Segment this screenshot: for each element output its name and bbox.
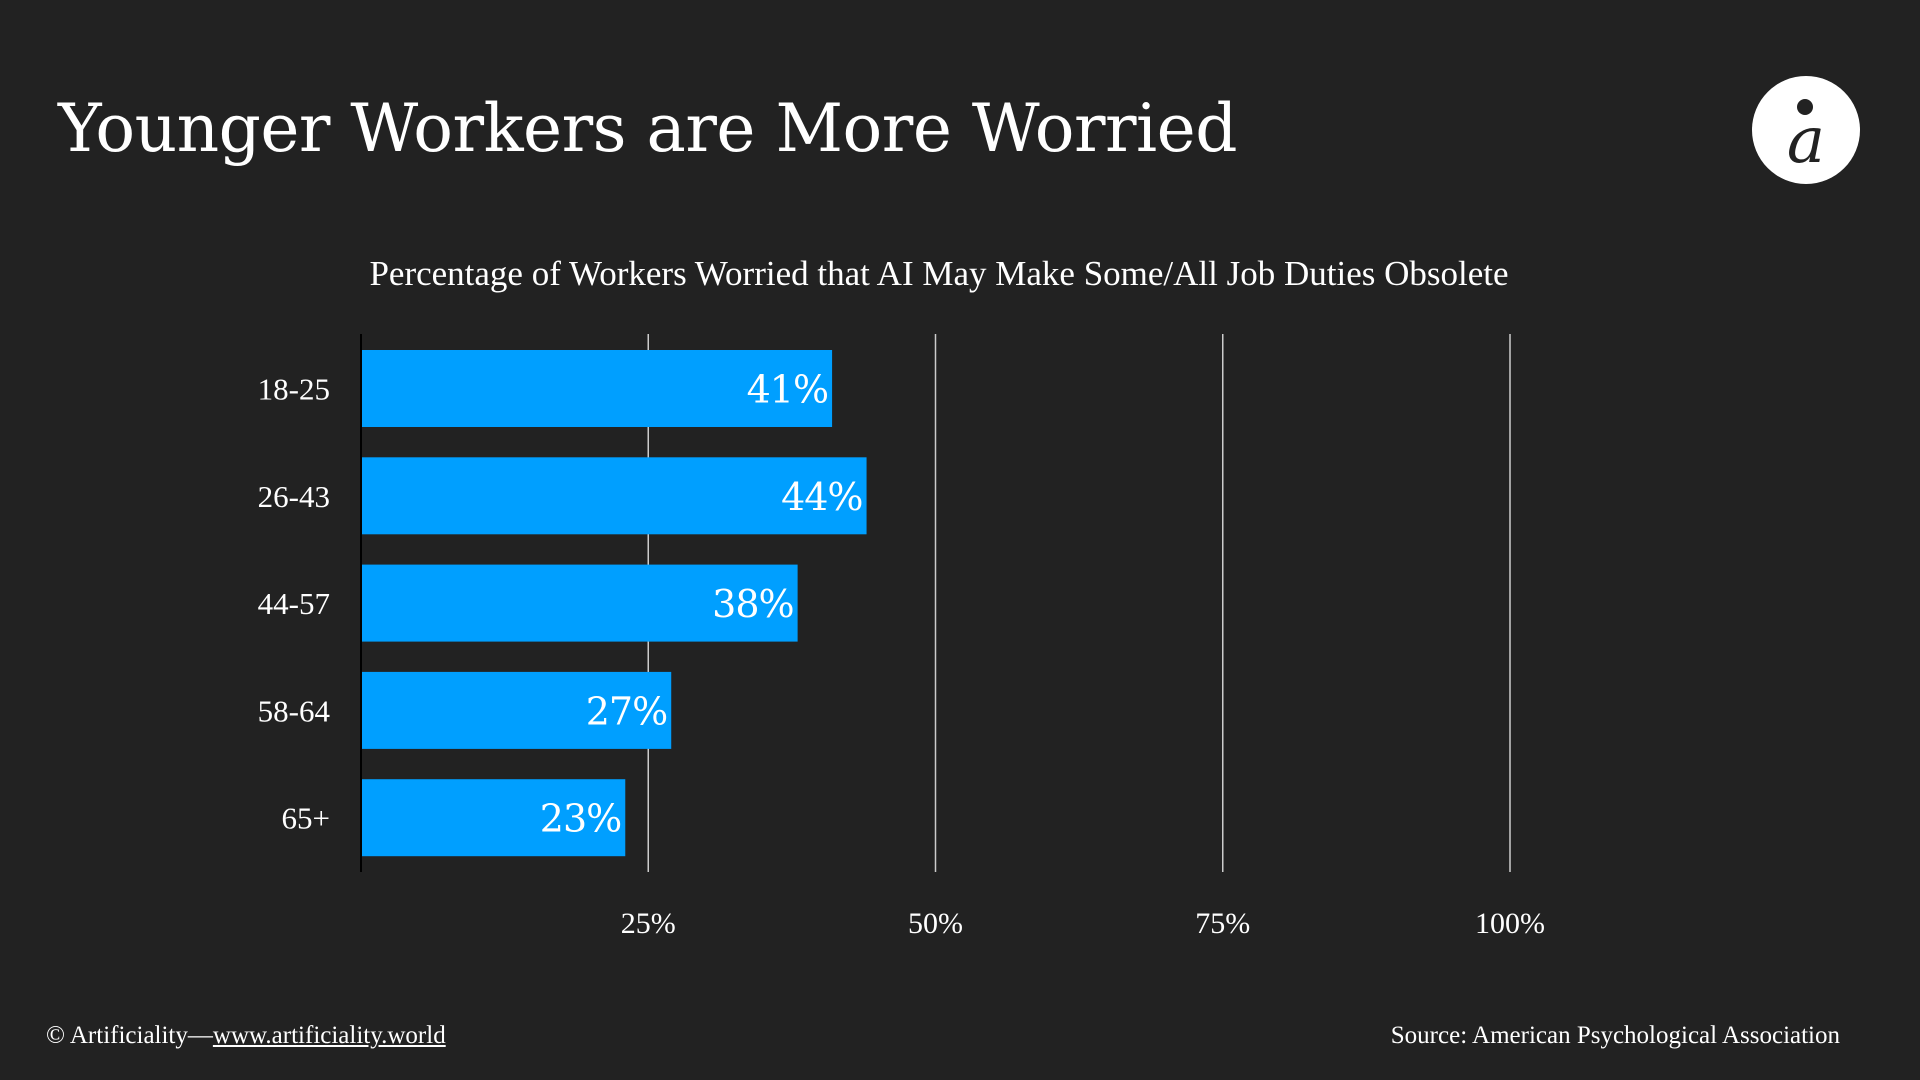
x-tick-label: 75%: [1195, 907, 1250, 940]
chart-title: Percentage of Workers Worried that AI Ma…: [369, 254, 1509, 293]
x-tick-label: 25%: [621, 907, 676, 940]
category-label: 26-43: [258, 479, 330, 514]
x-tick-label: 100%: [1475, 907, 1545, 940]
x-tick-label: 50%: [908, 907, 963, 940]
bar-value-label: 23%: [540, 797, 621, 841]
source-credit: Source: American Psychological Associati…: [1390, 1022, 1840, 1049]
bar: [361, 564, 798, 642]
bar-value-label: 41%: [747, 368, 828, 412]
bar: [361, 671, 672, 749]
bar: [361, 457, 867, 535]
svg-text:a: a: [1787, 104, 1825, 178]
bar-value-label: 44%: [781, 475, 862, 519]
copyright-text: © Artificiality—: [46, 1022, 213, 1049]
category-label: 58-64: [258, 693, 331, 728]
page-title: Younger Workers are More Worried: [58, 90, 1237, 167]
category-label: 44-57: [258, 586, 330, 621]
bar-value-label: 27%: [586, 689, 667, 733]
bar-value-label: 38%: [712, 582, 793, 626]
copyright-footer: © Artificiality—www.artificiality.world: [46, 1020, 446, 1052]
bar: [361, 779, 626, 857]
bar: [361, 350, 833, 427]
category-label: 65+: [282, 801, 330, 836]
category-label: 18-25: [258, 372, 330, 407]
artificiality-logo-icon: a: [1752, 76, 1860, 184]
website-link[interactable]: www.artificiality.world: [212, 1022, 446, 1049]
